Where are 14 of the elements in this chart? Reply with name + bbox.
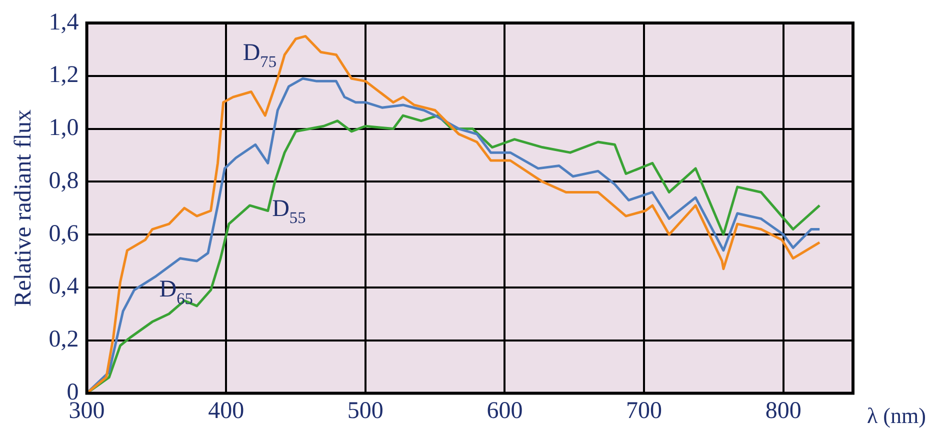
y-axis-title: Relative radiant flux [10, 109, 37, 307]
y-tick-label: 1,0 [48, 115, 79, 142]
x-tick-label: 500 [347, 398, 384, 424]
y-tick-label: 1,2 [48, 62, 79, 88]
y-tick-label: 0,2 [48, 326, 79, 353]
y-tick-label: 0,4 [48, 274, 79, 300]
x-tick-label: 700 [626, 398, 662, 424]
y-tick-label: 1,4 [48, 9, 79, 36]
x-tick-label: 600 [486, 398, 523, 424]
x-tick-label: 800 [765, 398, 802, 424]
y-tick-label: 0,8 [48, 168, 79, 194]
x-axis-title: λ (nm) [867, 402, 926, 428]
y-tick-label: 0,6 [48, 220, 79, 247]
x-tick-label: 400 [208, 398, 244, 424]
